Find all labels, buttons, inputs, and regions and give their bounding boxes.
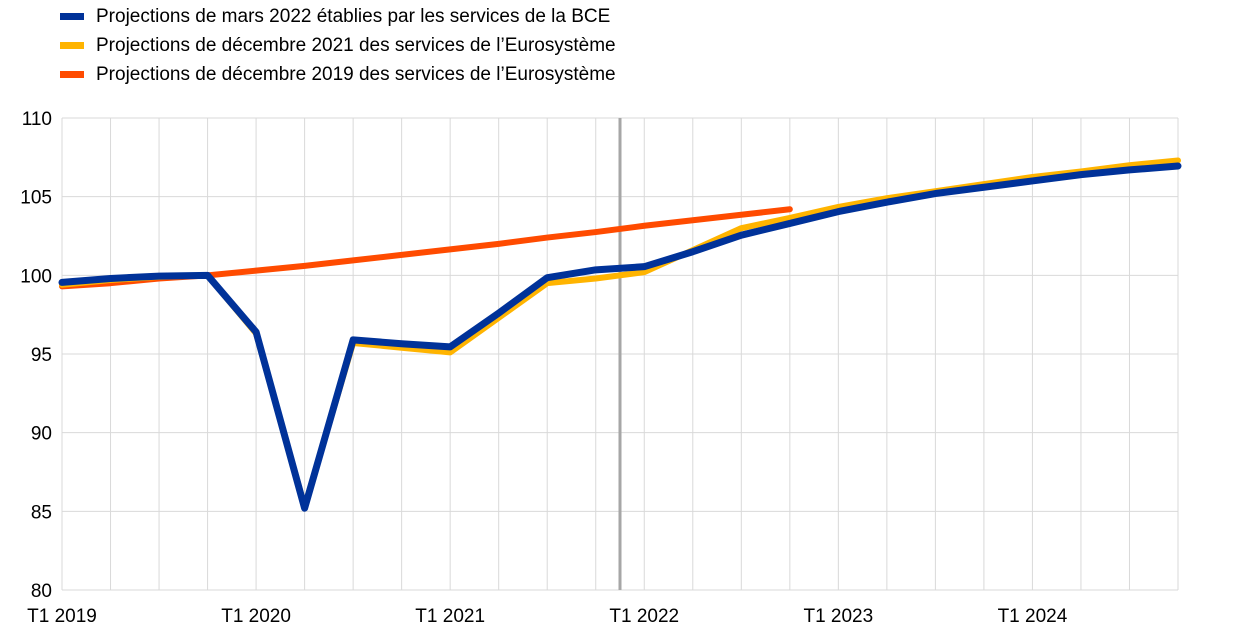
- x-tick-label: T1 2023: [803, 606, 873, 627]
- x-tick-label: T1 2022: [609, 606, 679, 627]
- legend-swatch-mar-2022: [60, 13, 84, 20]
- x-tick-label: T1 2024: [998, 606, 1068, 627]
- legend-label: Projections de mars 2022 établies par le…: [96, 5, 611, 27]
- series-line-2: [58, 162, 1182, 512]
- x-tick-label: T1 2021: [415, 606, 485, 627]
- legend-swatch-dec-2021: [60, 42, 84, 49]
- legend-item: Projections de décembre 2021 des service…: [60, 31, 616, 60]
- y-tick-label: 100: [20, 266, 52, 287]
- legend-item: Projections de mars 2022 établies par le…: [60, 2, 616, 31]
- y-tick-label: 110: [22, 109, 52, 130]
- y-tick-label: 80: [31, 581, 52, 602]
- legend-item: Projections de décembre 2019 des service…: [60, 60, 616, 89]
- legend: Projections de mars 2022 établies par le…: [60, 2, 616, 89]
- legend-label: Projections de décembre 2019 des service…: [96, 63, 616, 85]
- y-tick-label: 85: [31, 502, 52, 523]
- y-tick-label: 105: [20, 188, 52, 209]
- x-tick-label: T1 2020: [221, 606, 291, 627]
- y-tick-label: 95: [31, 345, 52, 366]
- legend-swatch-dec-2019: [60, 71, 84, 78]
- y-tick-label: 90: [31, 424, 52, 445]
- legend-label: Projections de décembre 2021 des service…: [96, 34, 616, 56]
- x-tick-label: T1 2019: [27, 606, 97, 627]
